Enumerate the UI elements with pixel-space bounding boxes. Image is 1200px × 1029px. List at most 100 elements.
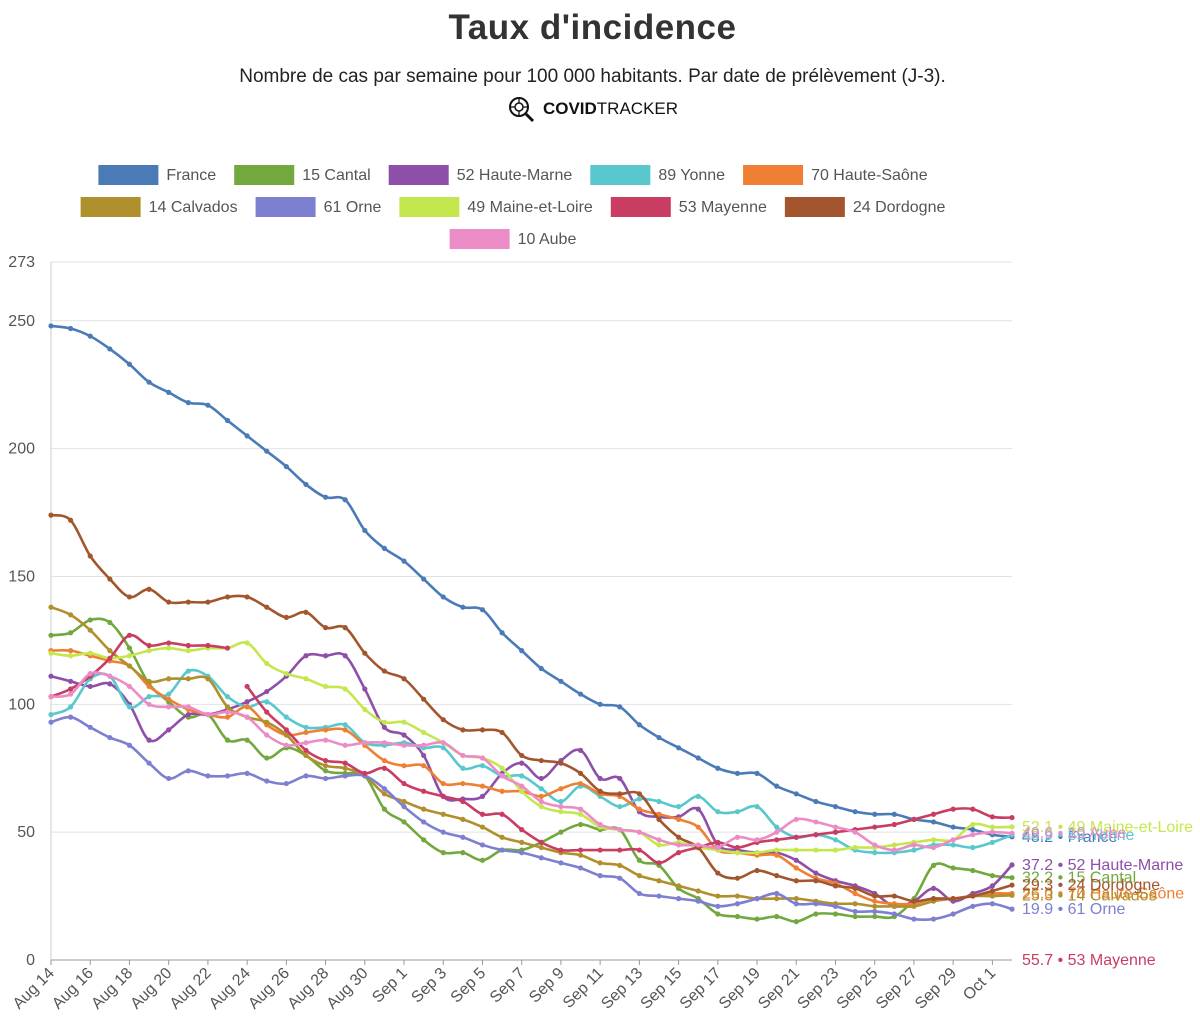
data-point-24-dordogne xyxy=(950,896,956,902)
data-point-52-haute-marne xyxy=(146,737,152,743)
data-point-15-cantal xyxy=(421,837,427,843)
end-label: 29.3 • 24 Dordogne xyxy=(1022,877,1160,894)
data-point-10-aube xyxy=(303,740,309,746)
data-point-89-yonne xyxy=(460,765,466,771)
data-point-24-dordogne xyxy=(107,576,113,582)
data-point-14-calvados xyxy=(989,893,995,899)
data-point-14-calvados xyxy=(577,852,584,858)
data-point-61-orne xyxy=(185,768,191,774)
brand-logo[interactable]: COVIDTRACKER xyxy=(0,95,1185,128)
x-tick-label: Sep 21 xyxy=(755,965,803,1013)
data-point-14-calvados xyxy=(793,896,799,902)
data-point-24-dordogne xyxy=(891,893,897,899)
data-point-14-calvados xyxy=(224,704,231,710)
data-point-24-dordogne xyxy=(597,788,603,794)
data-point-24-dordogne xyxy=(342,625,348,631)
data-point-24-dordogne xyxy=(48,512,54,518)
data-point-61-orne xyxy=(283,780,289,787)
data-point-52-haute-marne xyxy=(421,752,427,759)
data-point-15-cantal xyxy=(107,619,113,626)
series-line-89-yonne xyxy=(50,668,1013,855)
data-point-61-orne xyxy=(1009,906,1015,912)
data-point-49-maine-et-loire xyxy=(891,842,897,848)
data-point-france xyxy=(597,701,603,707)
data-point-49-maine-et-loire xyxy=(264,660,270,667)
data-point-52-haute-marne xyxy=(303,653,309,659)
data-point-15-cantal xyxy=(852,913,858,920)
data-point-52-haute-marne xyxy=(793,857,799,863)
data-point-61-orne xyxy=(754,896,760,902)
data-point-15-cantal xyxy=(440,850,446,856)
x-tick-label: Aug 20 xyxy=(128,965,176,1013)
data-point-89-yonne xyxy=(68,704,74,710)
data-point-52-haute-marne xyxy=(695,806,701,812)
data-point-53-mayenne-mid xyxy=(558,847,564,853)
data-point-49-maine-et-loire xyxy=(322,683,329,690)
legend-label: 10 Aube xyxy=(518,231,577,248)
data-point-89-yonne xyxy=(519,773,525,779)
data-point-70-haute-sa-ne xyxy=(695,824,701,830)
data-point-24-dordogne xyxy=(421,696,427,702)
data-point-15-cantal xyxy=(381,806,388,812)
data-point-24-dordogne xyxy=(577,770,584,776)
end-label: 25.3 • 14 Calvados xyxy=(1022,887,1157,904)
data-point-10-aube xyxy=(715,844,721,851)
data-point-53-mayenne xyxy=(224,645,231,651)
series-line-53-mayenne-cont xyxy=(835,807,1013,834)
x-tick-label: Aug 18 xyxy=(88,965,136,1013)
data-point-24-dordogne xyxy=(68,517,74,523)
data-point-15-cantal xyxy=(244,737,250,743)
data-point-14-calvados xyxy=(303,752,309,759)
data-point-89-yonne xyxy=(479,763,486,769)
legend-swatch xyxy=(449,229,510,249)
data-point-49-maine-et-loire xyxy=(519,788,525,794)
data-point-61-orne xyxy=(264,778,270,784)
data-point-10-aube xyxy=(636,829,642,835)
data-point-24-dordogne xyxy=(617,791,623,797)
data-point-49-maine-et-loire xyxy=(185,648,191,654)
data-point-france xyxy=(146,379,152,385)
data-point-49-maine-et-loire xyxy=(283,671,289,677)
legend-swatch xyxy=(98,165,159,185)
data-point-52-haute-marne xyxy=(1009,862,1015,868)
data-point-france xyxy=(401,558,407,564)
data-point-53-mayenne-cont xyxy=(891,821,897,828)
data-point-24-dordogne xyxy=(362,650,368,656)
data-point-89-yonne xyxy=(342,722,348,728)
end-label: 52.1 • 49 Maine-et-Loire xyxy=(1022,819,1193,836)
data-point-49-maine-et-loire xyxy=(87,650,93,656)
legend-label: 52 Haute-Marne xyxy=(457,167,573,184)
data-point-15-cantal xyxy=(872,913,878,920)
data-point-15-cantal xyxy=(774,913,780,920)
end-label: 48.9 • 89 Yonne xyxy=(1022,827,1134,844)
data-point-49-maine-et-loire xyxy=(538,803,544,810)
data-point-70-haute-sa-ne xyxy=(342,727,348,733)
data-point-61-orne xyxy=(538,855,544,861)
data-point-france xyxy=(342,497,348,503)
data-point-24-dordogne xyxy=(244,594,250,600)
data-point-24-dordogne xyxy=(970,893,976,899)
data-point-24-dordogne xyxy=(538,757,544,764)
data-point-14-calvados xyxy=(675,883,682,889)
data-point-france xyxy=(852,809,858,815)
data-point-15-cantal xyxy=(636,857,642,863)
x-tick-label: Sep 1 xyxy=(369,965,411,1007)
data-point-10-aube xyxy=(813,819,819,825)
data-point-49-maine-et-loire xyxy=(656,842,662,848)
legend-label: 49 Maine-et-Loire xyxy=(467,199,593,216)
data-point-14-calvados xyxy=(852,901,858,907)
legend-swatch xyxy=(234,165,295,185)
legend-swatch xyxy=(590,165,651,185)
data-point-61-orne xyxy=(577,865,584,871)
data-point-53-mayenne-mid xyxy=(499,811,505,817)
data-point-61-orne xyxy=(911,916,917,922)
y-tick-label: 150 xyxy=(8,568,35,585)
data-point-61-orne xyxy=(852,908,858,915)
legend-swatch xyxy=(743,165,804,185)
data-point-14-calvados xyxy=(872,903,878,909)
data-point-61-orne xyxy=(813,901,819,907)
data-point-49-maine-et-loire xyxy=(342,686,348,692)
data-point-49-maine-et-loire xyxy=(381,719,388,725)
data-point-49-maine-et-loire xyxy=(577,811,584,817)
